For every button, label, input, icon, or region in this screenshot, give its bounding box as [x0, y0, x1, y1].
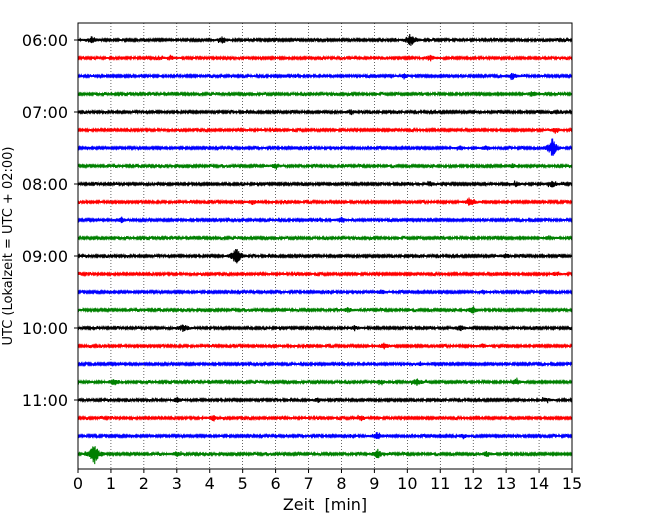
x-tick-label: 12: [463, 474, 483, 493]
x-tick-label: 10: [397, 474, 417, 493]
seismic-trace-0830: [77, 216, 573, 224]
x-tick-label: 11: [430, 474, 450, 493]
seismic-trace-0945: [77, 306, 573, 314]
x-axis: 0 1 2 3 4 5 6 7 8 9 10 11 12 13 14 15: [73, 469, 582, 493]
x-tick-label: 5: [238, 474, 248, 493]
seismic-trace-1000: [77, 324, 573, 333]
x-tick-label: 3: [172, 474, 182, 493]
seismic-trace-0730: [77, 138, 573, 157]
seismic-trace-1045: [77, 377, 573, 386]
trace-group: [77, 33, 573, 465]
seismic-trace-0615: [77, 54, 573, 62]
x-tick-label: 15: [562, 474, 582, 493]
x-tick-label: 7: [303, 474, 313, 493]
x-tick-label: 0: [73, 474, 83, 493]
seismic-trace-1030: [77, 360, 573, 368]
x-tick-label: 2: [139, 474, 149, 493]
seismic-trace-0645: [77, 90, 573, 98]
seismic-trace-0700: [77, 108, 573, 116]
seismic-trace-0600: [77, 33, 573, 46]
x-tick-label: 4: [205, 474, 215, 493]
seismic-trace-0715: [77, 126, 573, 134]
seismic-trace-1100: [77, 396, 573, 404]
seismic-trace-1130: [77, 432, 573, 440]
seismic-trace-0815: [77, 197, 573, 206]
seismic-trace-0800: [77, 180, 573, 188]
grid-lines: [110, 23, 540, 469]
x-tick-label: 13: [496, 474, 516, 493]
y-axis: 06:00 07:00 08:00 09:00 10:00 11:00: [22, 31, 78, 410]
y-axis-label: UTC (Lokalzeit = UTC + 02:00): [1, 147, 16, 346]
y-tick-label: 07:00: [22, 103, 68, 122]
x-tick-label: 14: [529, 474, 549, 493]
seismic-trace-0845: [77, 234, 573, 242]
seismic-trace-0745: [77, 162, 573, 170]
x-tick-label: 6: [271, 474, 281, 493]
y-tick-label: 09:00: [22, 247, 68, 266]
y-tick-label: 06:00: [22, 31, 68, 50]
seismic-trace-1115: [77, 414, 573, 422]
seismic-trace-0630: [77, 72, 573, 81]
x-tick-label: 9: [369, 474, 379, 493]
x-tick-label: 8: [336, 474, 346, 493]
y-tick-label: 10:00: [22, 319, 68, 338]
seismic-trace-1015: [77, 342, 573, 350]
y-tick-label: 11:00: [22, 391, 68, 410]
seismic-trace-1145: [77, 446, 573, 465]
x-tick-label: 1: [106, 474, 116, 493]
plot-frame: [77, 22, 573, 470]
seismic-trace-0915: [77, 270, 573, 278]
seismic-trace-0930: [77, 288, 573, 296]
y-tick-label: 08:00: [22, 175, 68, 194]
seismic-trace-0900: [77, 249, 573, 264]
x-axis-label: Zeit [min]: [283, 495, 367, 514]
